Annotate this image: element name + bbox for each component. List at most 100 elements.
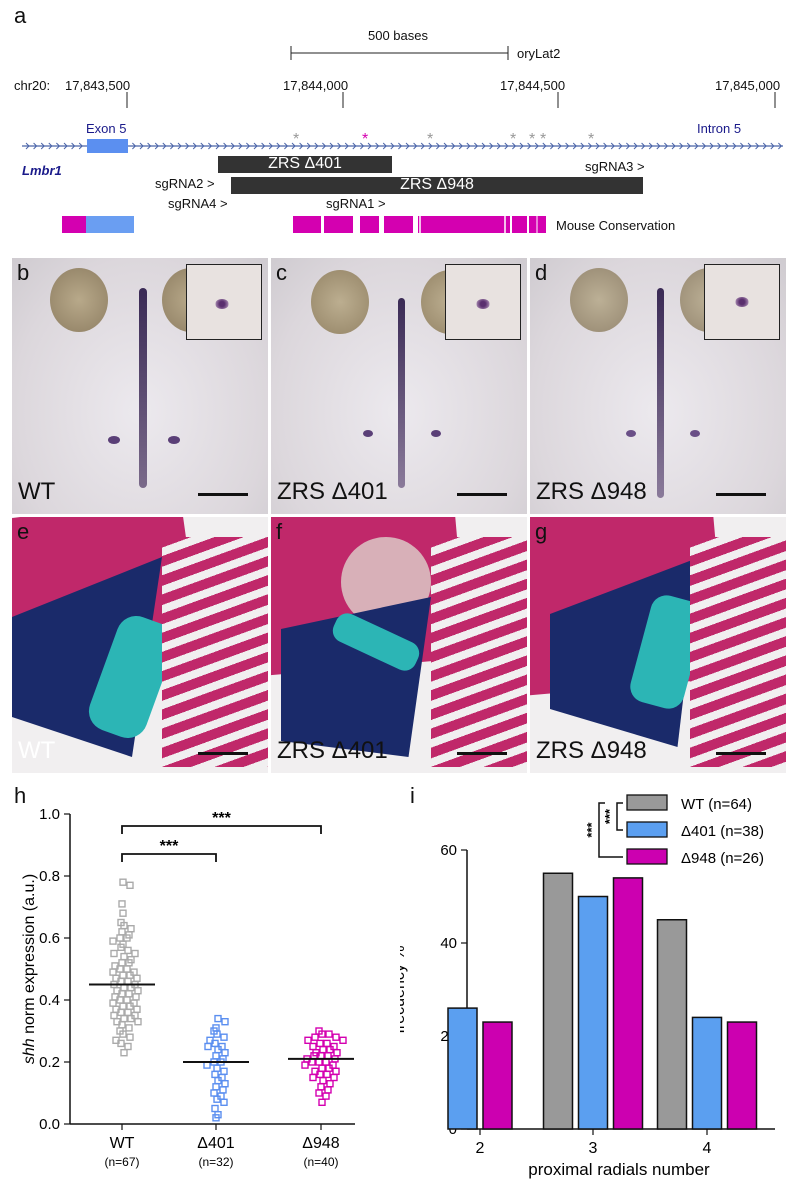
bar [542, 872, 574, 1130]
legend-swatch [626, 821, 668, 838]
genotype-label: ZRS Δ948 [536, 478, 647, 505]
data-point [117, 1039, 125, 1048]
sample-count: (n=67) [104, 1155, 139, 1169]
intron-chevron [648, 142, 653, 150]
intron-chevron [671, 142, 676, 150]
intron-chevron [284, 142, 289, 150]
data-point [315, 1089, 323, 1097]
data-point [210, 1089, 218, 1097]
intron-chevron [329, 142, 334, 150]
tick-label: 17,844,500 [500, 78, 566, 93]
data-point [323, 1070, 331, 1079]
tick-label: 17,843,500 [65, 78, 131, 93]
data-point [332, 1067, 340, 1075]
intron-chevron [132, 142, 137, 150]
data-point [119, 909, 127, 917]
intron-chevron [702, 142, 707, 150]
significance-label: *** [584, 821, 599, 837]
legend-swatch [626, 848, 668, 865]
genotype-label: WT [18, 478, 56, 505]
intron-chevron [565, 142, 570, 150]
intron-chevron [443, 142, 448, 150]
intron-chevron [291, 142, 296, 150]
data-point [318, 1098, 326, 1106]
intron-chevron [603, 142, 608, 150]
data-point [221, 1080, 229, 1088]
data-point [109, 999, 117, 1007]
intron-chevron [451, 142, 456, 150]
intron-chevron [299, 142, 304, 150]
data-point [311, 1033, 319, 1041]
data-point [123, 965, 131, 973]
data-point [301, 1061, 309, 1069]
x-tick-label: 2 [476, 1140, 485, 1157]
intron-chevron [405, 142, 410, 150]
data-point [212, 1052, 220, 1060]
data-point [127, 924, 135, 933]
data-point [211, 1070, 219, 1079]
intron-chevron [48, 142, 53, 150]
data-point [326, 1080, 334, 1088]
y-axis-label: shh norm expression (a.u.) [21, 874, 38, 1064]
data-point [315, 1058, 323, 1066]
sgrna2-label: sgRNA2 > [155, 176, 215, 191]
intron-chevron [170, 142, 175, 150]
data-point [120, 1049, 128, 1057]
intron-chevron [755, 142, 760, 150]
inset-box [445, 264, 521, 340]
data-point [318, 1030, 326, 1038]
intron-chevron [724, 142, 729, 150]
data-point [219, 1086, 227, 1094]
intron-chevron [185, 142, 190, 150]
conservation-label: Mouse Conservation [556, 218, 676, 233]
panel-label-i: i [410, 783, 415, 808]
scale-bar [457, 493, 507, 496]
y-tick-label: 0.2 [39, 1054, 60, 1071]
x-tick-label: Δ948 [302, 1135, 339, 1152]
data-point [309, 1073, 317, 1082]
intron-chevron [557, 142, 562, 150]
y-tick-label: 60 [440, 842, 457, 859]
genotype-label: WT [18, 737, 56, 764]
intron-chevron [762, 142, 767, 150]
y-tick-label: 0.0 [39, 1116, 60, 1133]
intron-chevron [382, 142, 387, 150]
intron-chevron [626, 142, 631, 150]
intron-chevron [770, 142, 775, 150]
intron-chevron [436, 142, 441, 150]
significance-bracket [121, 853, 217, 862]
intron-chevron [223, 142, 228, 150]
del948-label: ZRS Δ948 [400, 176, 474, 193]
x-tick-label: 4 [703, 1140, 712, 1157]
genotype-label: ZRS Δ948 [536, 737, 647, 764]
data-point [325, 1030, 333, 1038]
scatter-chart: 0.0 0.2 0.4 0.6 0.8 1.0 shh norm expression (a… [21, 806, 355, 1169]
tick-label: 17,844,000 [283, 78, 349, 93]
intron-chevron [314, 142, 319, 150]
data-point [212, 1083, 220, 1091]
panel-d-image: d ZRS Δ948 [530, 258, 786, 514]
panel-label-a: a [14, 3, 27, 28]
intron-chevron [489, 142, 494, 150]
data-point [134, 1017, 142, 1026]
data-point [116, 934, 124, 942]
panel-e-image: e WT [12, 517, 268, 773]
intron-chevron [162, 142, 167, 150]
gray-star: * [427, 131, 433, 148]
panel-label-f: f [276, 519, 283, 544]
data-point [221, 1017, 229, 1026]
sgrna4-label: sgRNA4 > [168, 196, 228, 211]
intron-chevron [588, 142, 593, 150]
data-point [323, 1039, 331, 1048]
intron-chevron [686, 142, 691, 150]
intron-chevron [261, 142, 266, 150]
data-point [316, 1039, 324, 1048]
panel-label-g: g [535, 519, 548, 544]
del401-bar [218, 156, 392, 173]
intron-chevron [25, 142, 30, 150]
data-point [126, 881, 134, 890]
gray-star: * [529, 131, 535, 148]
data-point [123, 934, 131, 942]
significance-bracket [121, 825, 322, 834]
